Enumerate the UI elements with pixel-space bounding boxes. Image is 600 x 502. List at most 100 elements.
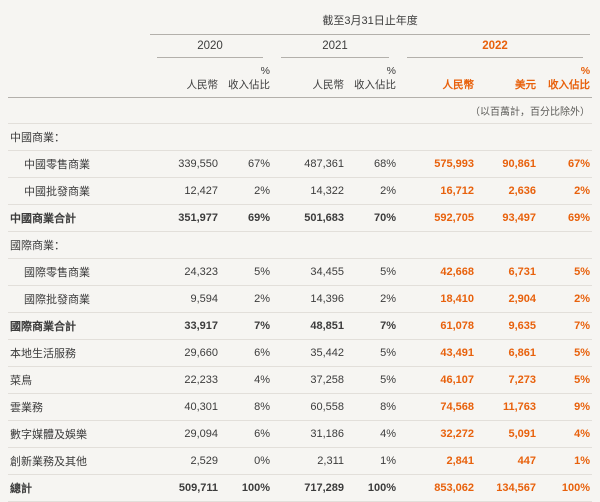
row-label: 總計 bbox=[8, 474, 148, 502]
value-cell-2022: 93,497 bbox=[476, 204, 538, 232]
row-label: 菜鳥 bbox=[8, 366, 148, 394]
value-cell: 22,233 bbox=[148, 366, 220, 394]
value-cell-2022: 46,107 bbox=[398, 366, 476, 394]
value-cell: 100% bbox=[220, 474, 272, 502]
value-cell: 14,322 bbox=[272, 177, 346, 205]
value-cell-2022: 592,705 bbox=[398, 204, 476, 232]
value-cell: 6% bbox=[220, 339, 272, 367]
section-header-row: 中國商業： bbox=[8, 123, 593, 151]
value-cell: 501,683 bbox=[272, 204, 346, 232]
value-cell-2022: 42,668 bbox=[398, 258, 476, 286]
empty-corner-cell bbox=[8, 10, 148, 35]
value-cell-2022: 5% bbox=[538, 339, 593, 367]
value-cell-2022: 2,904 bbox=[476, 285, 538, 313]
value-cell-2022: 67% bbox=[538, 150, 593, 178]
data-row: 中國批發商業 12,427 2% 14,322 2% 16,712 2,636 2% bbox=[8, 177, 593, 205]
year-header-2020: 2020 bbox=[157, 35, 263, 58]
data-row: 創新業務及其他 2,529 0% 2,311 1% 2,841 447 1% bbox=[8, 447, 593, 475]
value-cell: 0% bbox=[220, 447, 272, 475]
value-cell: 14,396 bbox=[272, 285, 346, 313]
value-cell: 24,323 bbox=[148, 258, 220, 286]
value-cell bbox=[346, 123, 398, 151]
data-row: 本地生活服務 29,660 6% 35,442 5% 43,491 6,861 5% bbox=[8, 339, 593, 367]
value-cell-2022: 1% bbox=[538, 447, 593, 475]
value-cell: 67% bbox=[220, 150, 272, 178]
value-cell bbox=[220, 123, 272, 151]
col-header-rmb-2022: 人民幣 bbox=[398, 58, 476, 98]
year-header-2022: 2022 bbox=[407, 35, 584, 58]
value-cell-2022: 9,635 bbox=[476, 312, 538, 340]
value-cell bbox=[148, 123, 220, 151]
units-note-row: （以百萬計，百分比除外） bbox=[8, 97, 593, 124]
value-cell: 2% bbox=[220, 285, 272, 313]
revenue-segment-table: 截至3月31日止年度 2020 2021 2022 人民幣 bbox=[8, 10, 593, 502]
value-cell: 100% bbox=[346, 474, 398, 502]
value-cell-2022: 447 bbox=[476, 447, 538, 475]
period-header: 截至3月31日止年度 bbox=[150, 10, 591, 35]
value-cell-2022: 575,993 bbox=[398, 150, 476, 178]
year-header-row: 2020 2021 2022 bbox=[8, 35, 592, 58]
section-header-row: 國際商業： bbox=[8, 231, 593, 259]
financial-report-page: 截至3月31日止年度 2020 2021 2022 人民幣 bbox=[8, 15, 593, 502]
col-header-usd-2022: 美元 bbox=[476, 58, 538, 98]
value-cell-2022: 2,841 bbox=[398, 447, 476, 475]
value-cell bbox=[220, 231, 272, 259]
col-header-pct-2021: % 收入佔比 bbox=[346, 58, 398, 98]
row-label: 中國商業合計 bbox=[8, 204, 148, 232]
value-cell-2022: 16,712 bbox=[398, 177, 476, 205]
data-row: 雲業務 40,301 8% 60,558 8% 74,568 11,763 9% bbox=[8, 393, 593, 421]
value-cell: 34,455 bbox=[272, 258, 346, 286]
value-cell: 2% bbox=[220, 177, 272, 205]
value-cell-2022: 43,491 bbox=[398, 339, 476, 367]
value-cell-2022 bbox=[476, 123, 538, 151]
value-cell-2022: 69% bbox=[538, 204, 593, 232]
value-cell: 69% bbox=[220, 204, 272, 232]
row-label: 國際商業合計 bbox=[8, 312, 148, 340]
value-cell: 2,529 bbox=[148, 447, 220, 475]
value-cell: 7% bbox=[220, 312, 272, 340]
value-cell: 6% bbox=[220, 420, 272, 448]
value-cell: 37,258 bbox=[272, 366, 346, 394]
period-header-cell: 截至3月31日止年度 bbox=[148, 10, 592, 35]
row-label: 中國商業： bbox=[8, 123, 148, 151]
value-cell: 48,851 bbox=[272, 312, 346, 340]
value-cell: 7% bbox=[346, 312, 398, 340]
value-cell: 68% bbox=[346, 150, 398, 178]
value-cell: 40,301 bbox=[148, 393, 220, 421]
value-cell bbox=[148, 231, 220, 259]
value-cell-2022 bbox=[398, 231, 476, 259]
value-cell: 8% bbox=[220, 393, 272, 421]
value-cell bbox=[346, 231, 398, 259]
value-cell bbox=[272, 231, 346, 259]
value-cell: 5% bbox=[346, 339, 398, 367]
value-cell-2022: 134,567 bbox=[476, 474, 538, 502]
value-cell-2022: 2% bbox=[538, 177, 593, 205]
value-cell: 717,289 bbox=[272, 474, 346, 502]
value-cell-2022: 6,861 bbox=[476, 339, 538, 367]
value-cell-2022: 90,861 bbox=[476, 150, 538, 178]
data-row: 國際商業合計 33,917 7% 48,851 7% 61,078 9,635 7% bbox=[8, 312, 593, 340]
value-cell: 31,186 bbox=[272, 420, 346, 448]
value-cell-2022: 4% bbox=[538, 420, 593, 448]
value-cell: 35,442 bbox=[272, 339, 346, 367]
value-cell: 12,427 bbox=[148, 177, 220, 205]
data-row: 菜鳥 22,233 4% 37,258 5% 46,107 7,273 5% bbox=[8, 366, 593, 394]
value-cell: 4% bbox=[220, 366, 272, 394]
value-cell: 5% bbox=[220, 258, 272, 286]
row-label: 國際零售商業 bbox=[8, 258, 148, 286]
value-cell: 5% bbox=[346, 258, 398, 286]
value-cell-2022: 853,062 bbox=[398, 474, 476, 502]
value-cell-2022: 9% bbox=[538, 393, 593, 421]
value-cell-2022: 7,273 bbox=[476, 366, 538, 394]
value-cell-2022: 32,272 bbox=[398, 420, 476, 448]
units-note: （以百萬計，百分比除外） bbox=[8, 97, 593, 124]
value-cell-2022: 2% bbox=[538, 285, 593, 313]
value-cell-2022: 6,731 bbox=[476, 258, 538, 286]
value-cell-2022 bbox=[476, 231, 538, 259]
total-row: 總計 509,711 100% 717,289 100% 853,062 134,567 10… bbox=[8, 474, 593, 502]
data-row: 數字媒體及娛樂 29,094 6% 31,186 4% 32,272 5,091 4% bbox=[8, 420, 593, 448]
value-cell-2022: 7% bbox=[538, 312, 593, 340]
value-cell: 351,977 bbox=[148, 204, 220, 232]
data-row: 中國零售商業 339,550 67% 487,361 68% 575,993 90,861 6… bbox=[8, 150, 593, 178]
col-header-rmb-2020: 人民幣 bbox=[148, 58, 220, 98]
